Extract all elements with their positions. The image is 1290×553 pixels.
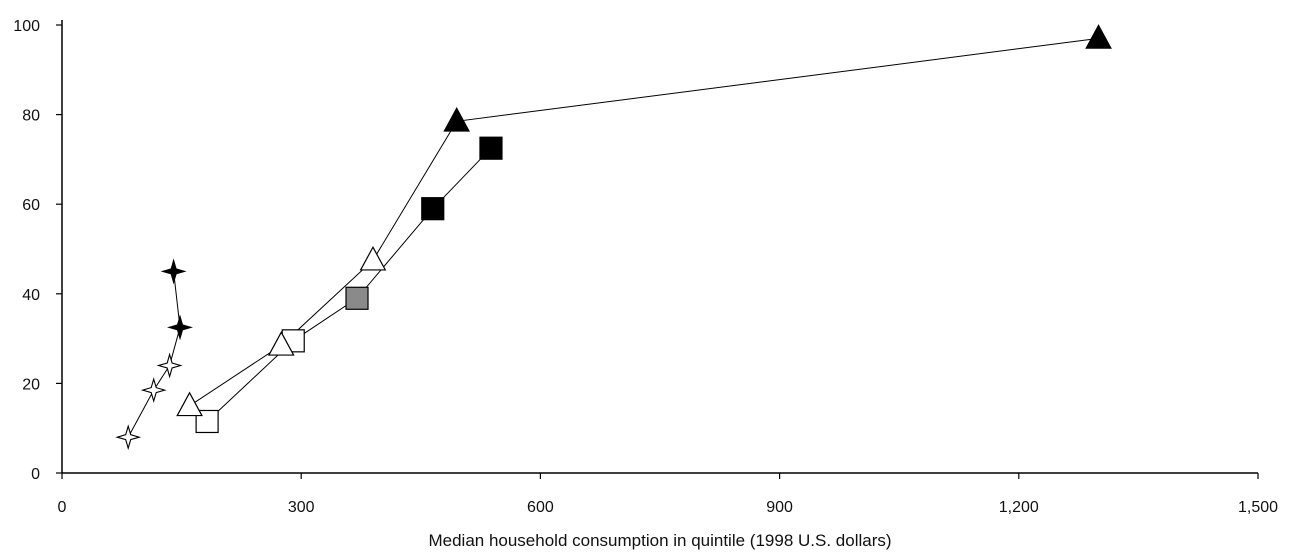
x-tick-label: 600 — [527, 499, 554, 516]
y-tick-label: 60 — [22, 197, 40, 214]
y-tick-label: 20 — [22, 376, 40, 393]
series-markers — [115, 24, 1112, 451]
y-tick-label: 80 — [22, 108, 40, 125]
y-axis-ticks: 0 20 40 60 80 100 — [13, 18, 62, 483]
triangle-marker — [1085, 24, 1112, 49]
triangle-marker — [359, 245, 387, 271]
y-tick-label: 0 — [31, 466, 40, 483]
series-line — [127, 271, 181, 438]
series-line — [206, 147, 492, 422]
star-marker — [156, 352, 183, 379]
plot-area: 0 20 40 60 80 100 0 300 600 900 1,200 1,500 — [13, 18, 1278, 516]
y-tick-label: 100 — [13, 18, 40, 35]
triangle-marker — [176, 391, 203, 417]
series-line — [189, 37, 1099, 407]
x-tick-label: 1,200 — [999, 499, 1039, 516]
y-tick-label: 40 — [22, 287, 40, 304]
x-tick-label: 1,500 — [1238, 499, 1278, 516]
x-tick-label: 0 — [58, 499, 67, 516]
triangle-marker — [267, 331, 295, 356]
square-marker — [479, 136, 503, 160]
square-marker — [345, 286, 369, 310]
triangle-marker — [443, 107, 471, 132]
series-lines — [127, 37, 1099, 438]
x-axis-ticks: 0 300 600 900 1,200 1,500 — [58, 473, 1278, 516]
star-marker — [167, 314, 193, 341]
x-tick-label: 900 — [766, 499, 793, 516]
x-axis-title: Median household consumption in quintile… — [428, 531, 891, 550]
square-marker — [421, 197, 445, 221]
star-marker — [115, 424, 142, 451]
x-tick-label: 300 — [288, 499, 315, 516]
star-marker — [160, 258, 187, 285]
star-marker — [140, 377, 167, 404]
